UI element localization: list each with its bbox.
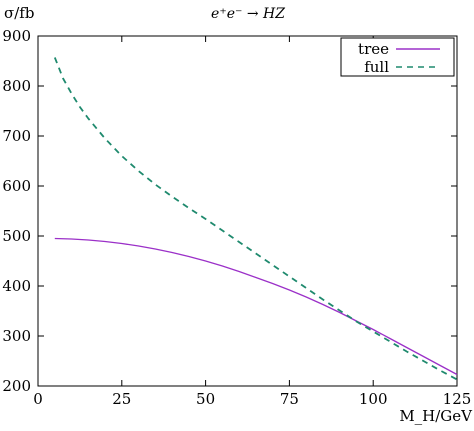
y-tick-label: 900: [2, 27, 31, 45]
chart-title: e⁺e⁻ → HZ: [211, 6, 285, 22]
x-tick-label: 125: [443, 390, 472, 408]
axis-ticks: 0 25 50 75 100 125 200 300 400 500 600 700 800 900: [2, 27, 471, 408]
y-tick-label: 800: [2, 77, 31, 95]
plot-frame: [37, 35, 458, 387]
x-tick-label: 25: [112, 390, 131, 408]
legend-label-tree: tree: [358, 40, 389, 58]
y-tick-label: 700: [2, 127, 31, 145]
series-line-full: [53, 57, 458, 381]
legend-box: [340, 37, 455, 77]
x-axis-label: M_H/GeV: [399, 407, 473, 425]
plot-area-border: [37, 35, 458, 387]
x-tick-label: 50: [196, 390, 215, 408]
series-layer: [53, 57, 458, 381]
x-tick-label: 0: [33, 390, 43, 408]
x-tick-label: 75: [280, 390, 299, 408]
y-tick-label: 600: [2, 177, 31, 195]
y-tick-label: 200: [2, 377, 31, 395]
y-tick-label: 400: [2, 277, 31, 295]
legend-label-full: full: [364, 58, 389, 76]
legend: tree full: [340, 37, 455, 77]
y-tick-label: 500: [2, 227, 31, 245]
y-tick-label: 300: [2, 327, 31, 345]
series-line-tree: [54, 237, 458, 376]
x-tick-label: 100: [359, 390, 388, 408]
y-axis-label: σ/fb: [4, 4, 34, 22]
